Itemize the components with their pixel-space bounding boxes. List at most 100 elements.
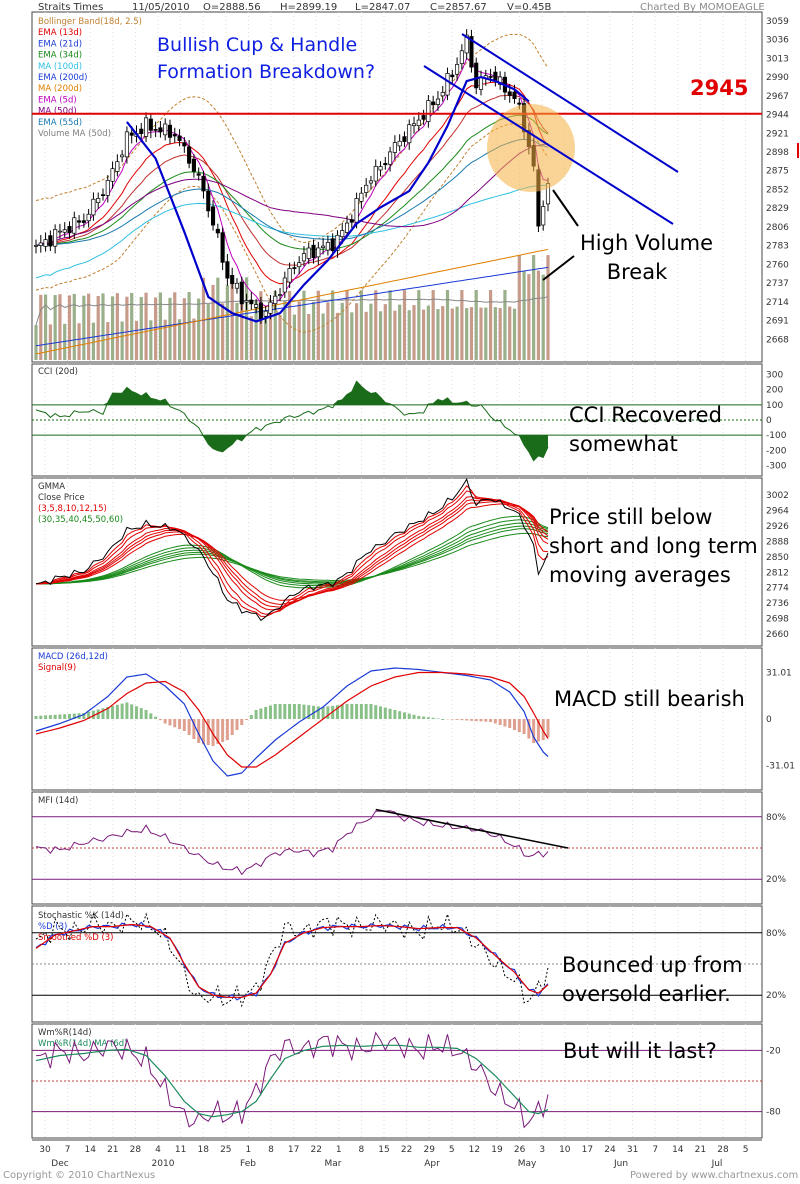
volume-bar [154,297,158,360]
price-tick-label: 3059 [766,17,789,27]
macd-histogram-bar [39,715,43,719]
volume-bar [345,290,349,360]
candle-body [33,244,39,247]
candle-body [411,123,417,127]
macd-histogram-bar [359,704,363,719]
powered-label: Powered by www.chartnexus.com [630,1170,799,1181]
macd-histogram-bar [335,705,339,719]
volume-bar [369,303,373,360]
macd-histogram-bar [455,719,459,720]
candle-body [254,304,259,308]
gmma-short-periods: (3,5,8,10,12,15) [38,504,107,514]
x-day-label: 22 [401,1145,412,1155]
volume-bar [508,306,512,360]
candle-body [325,242,330,251]
macd-histogram-bar [364,704,368,719]
macd-histogram-bar [383,707,387,719]
candle-body [53,229,58,247]
gmma-tick-label: 2926 [766,522,789,532]
volume-bar [388,290,392,360]
price-tick-label: 2783 [766,242,789,252]
ema-21-line [35,94,549,266]
x-day-label: 28 [130,1145,142,1155]
macd-histogram-bar [125,702,129,719]
macd-histogram-bar [249,715,253,719]
mfi-tick-label: 20% [766,875,786,885]
x-day-label: 14 [84,1145,96,1155]
macd-histogram-bar [259,708,263,719]
upper-trend-line [461,33,679,173]
volume-bar [522,271,526,360]
gmma-short-line [35,499,549,608]
macd-histogram-bar [489,719,493,722]
macd-histogram-bar [355,704,359,719]
price-tick-label: 2990 [766,73,789,83]
candle-body [43,239,48,247]
macd-histogram-bar [393,710,397,719]
volume-bar [321,313,325,360]
macd-histogram-bar [34,716,38,719]
gmma-tick-label: 2774 [766,584,789,594]
candle-body [153,129,158,131]
macd-histogram-bar [302,704,306,719]
macd-histogram-bar [197,719,201,743]
x-day-label: 7 [652,1145,658,1155]
candle-body [335,234,340,251]
candle-body [210,206,216,226]
candle-body [110,168,115,182]
x-day-label: 1 [246,1145,252,1155]
candle-body [191,158,196,172]
volume-bar [426,305,430,360]
macd-histogram-bar [178,719,182,730]
x-day-label: 31 [627,1145,638,1155]
macd-histogram-bar [541,719,545,740]
macd-line [35,667,549,777]
wmr-annotation: But will it last? [563,1039,717,1063]
price-tick-label: 2714 [766,298,789,308]
x-day-label: 11 [175,1145,186,1155]
macd-histogram-bar [120,703,124,719]
candle-body [72,217,77,234]
macd-histogram-bar [225,719,229,740]
gmma-short-line [35,503,549,601]
macd-histogram-bar [316,706,320,719]
macd-histogram-bar [154,716,158,719]
gmma-short-line [35,496,549,611]
candle-body [469,36,474,68]
candle-body [301,253,307,262]
candle-body [498,76,503,85]
macd-histogram-bar [278,704,282,719]
price-tick-label: 2852 [766,185,789,195]
macd-tick-label: 31.01 [766,668,792,678]
macd-histogram-bar [479,719,483,722]
volume-bar [249,316,253,360]
macd-histogram-bar [498,719,502,725]
price-tick-label: 2668 [766,335,789,345]
volume-bar [302,290,306,360]
candle-body [349,219,354,223]
volume-bar [445,290,450,360]
volume-bar [115,293,119,360]
macd-histogram-bar [292,704,296,719]
macd-histogram-bar [67,713,71,719]
price-tick-label: 2875 [766,167,789,177]
candle-body [373,165,378,182]
mfi-trendline [375,808,569,849]
candle-body [359,192,364,202]
candle-body [239,281,244,305]
volume-bar [125,296,129,360]
volume-bar [120,321,124,360]
macd-histogram-bar [388,708,392,719]
x-month-label: 2010 [152,1159,175,1169]
gmma-long-line [36,528,549,585]
open-label: O=2888.56 [203,2,261,13]
candle-body [144,117,149,137]
signal-legend: Signal(9) [38,663,76,673]
candle-body [464,34,469,54]
macd-histogram-bar [240,719,244,725]
breakdown-highlight-circle [487,104,575,192]
cup-handle-curve [126,75,530,323]
macd-histogram-bar [235,719,239,730]
volume-bar [488,290,493,360]
macd-histogram-bar [522,719,526,734]
